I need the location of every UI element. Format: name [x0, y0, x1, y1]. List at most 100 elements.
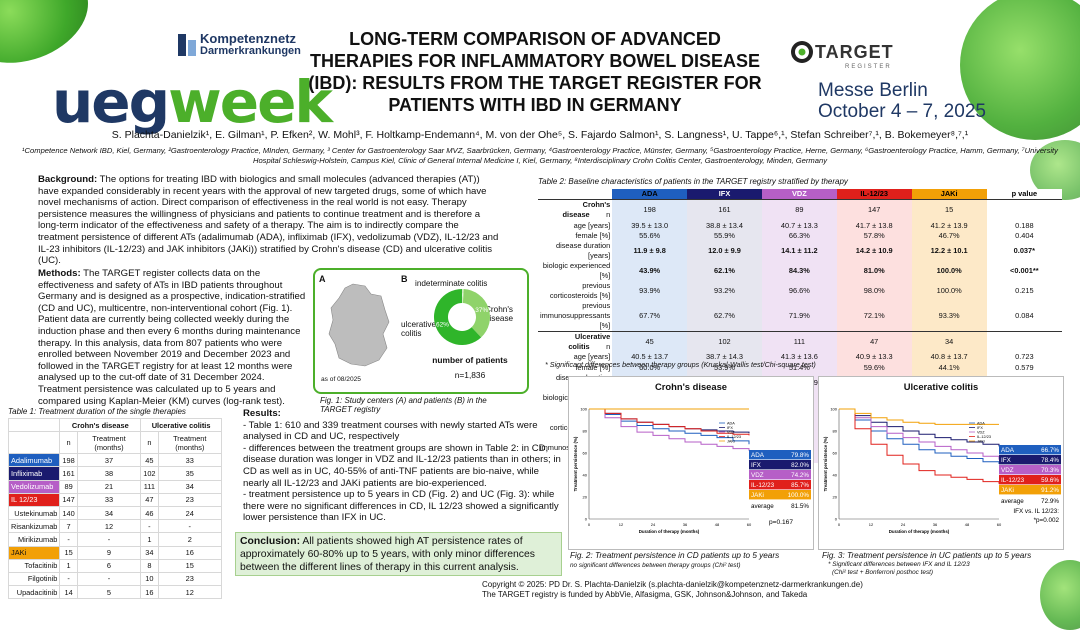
table-cell: 23: [157, 492, 223, 507]
average-label: average: [751, 503, 774, 510]
series-line-vdz: [589, 408, 750, 451]
pie-slice-label: 1%: [458, 293, 468, 300]
table-cell: 37: [76, 453, 142, 468]
background-section: Background: The options for treating IBD…: [38, 174, 499, 267]
pie-slice: [434, 289, 482, 345]
legend-row-name: IFX: [1001, 457, 1012, 464]
table-row: Crohn's disease n 198 161 89 147 15: [538, 199, 1062, 221]
x-tick-label: 12: [869, 522, 874, 527]
table-row: previous corticosteroids [%] 93.9% 93.2% 96…: [538, 281, 1062, 302]
legend-row-value: 70.3%: [1041, 467, 1059, 474]
x-tick-label: 0: [838, 522, 841, 527]
table-cell: [986, 199, 1062, 221]
x-tick-label: 48: [715, 522, 720, 527]
pie-label-indeterminate: indeterminate colitis: [415, 279, 488, 288]
table-cell: -: [157, 519, 223, 534]
table-row: Ulcerative colitis n 45 102 111 47 34: [538, 331, 1062, 353]
legend-label: IL-12/23: [977, 435, 991, 439]
table-row: age [years] 40.5 ± 13.7 38.7 ± 14.3 41.3 ± …: [538, 352, 1062, 363]
table-cell: 47: [836, 331, 912, 353]
x-tick-label: 24: [651, 522, 656, 527]
copyright: Copyright © 2025: PD Dr. S. Plachta-Dani…: [482, 580, 863, 589]
table-cell: 0.579: [986, 362, 1062, 373]
row-label: female [%]: [575, 230, 611, 240]
table-cell: 12: [157, 585, 223, 600]
table-cell: 43.9%: [612, 261, 688, 282]
table-cell: 55.6%: [612, 230, 688, 242]
table-row: biologic experienced [%] 43.9% 62.1% 84.3% 8…: [538, 261, 1062, 282]
table-row: female [%] 55.6% 55.9% 66.3% 57.8% 46.7% 0.404: [538, 230, 1062, 242]
table-2-corner: [538, 189, 612, 200]
y-tick-label: 0: [585, 517, 588, 522]
table-cell: 45: [612, 331, 688, 353]
p-value: p=0.167: [769, 519, 793, 526]
table-cell: 0.037*: [986, 241, 1062, 262]
table-cell: 0.723: [986, 352, 1062, 363]
figure-3-caption: Fig. 3: Treatment persistence in UC pati…: [822, 551, 1032, 560]
table-cell: 1: [140, 532, 159, 547]
pie-slice-label: 62%: [436, 322, 449, 329]
map-as-of: as of 08/2025: [321, 376, 361, 383]
legend-label: VDZ: [977, 431, 985, 435]
x-axis-label: Duration of therapy (months): [639, 529, 700, 534]
table-row: female [%] 60.0% 53.9% 51.4% 59.6% 44.1% 0.579: [538, 362, 1062, 373]
table-cell: -: [59, 571, 78, 587]
table-cell: 102: [140, 466, 159, 481]
legend-row-value: 66.7%: [1041, 447, 1059, 454]
table-cell: 147: [836, 199, 912, 221]
row-label: age [years]: [573, 352, 611, 362]
table-cell: 59.6%: [836, 362, 912, 373]
x-tick-label: 0: [588, 522, 591, 527]
legend-label: ADA: [727, 422, 735, 426]
pie-n-title: number of patients: [432, 355, 508, 365]
figure-2-note: no significant differences between thera…: [570, 562, 741, 569]
fig1-label-b: B: [401, 274, 408, 284]
x-tick-label: 24: [901, 522, 906, 527]
table-cell: 60.0%: [612, 362, 688, 373]
pie-slice: [462, 289, 464, 304]
y-tick-label: 20: [833, 495, 838, 500]
table-2-col-header: IFX: [687, 189, 762, 200]
table-cell: 93.2%: [687, 281, 762, 302]
therapy-name: Ustekinumab: [7, 505, 61, 521]
series-line-il1223: [589, 408, 750, 436]
table-cell: 57.8%: [836, 230, 912, 242]
table-cell: 47: [140, 492, 159, 507]
table-cell: 161: [687, 199, 762, 221]
table-cell: 72.1%: [836, 301, 912, 332]
table-cell: 44.1%: [911, 362, 987, 373]
table-2-col-header: JAKi: [911, 189, 987, 200]
table-cell: 111: [140, 479, 159, 494]
table-row: IL 12/23 147 33 47 23: [7, 492, 223, 507]
table-cell: 11.9 ± 9.8: [612, 241, 688, 262]
table-cell: 15: [157, 558, 223, 573]
p-value: *p=0.002: [1034, 517, 1060, 524]
table-cell: 84.3%: [761, 261, 837, 282]
legend-row-value: 82.0%: [791, 462, 809, 469]
table-cell: 8: [140, 558, 159, 573]
table-cell: 15: [59, 545, 78, 560]
table-cell: 33: [157, 453, 223, 468]
legend-row-bg: [749, 470, 811, 480]
table-cell: 7: [59, 519, 78, 534]
footer: Copyright © 2025: PD Dr. S. Plachta-Dani…: [482, 580, 902, 600]
series-line-jaki: [839, 408, 999, 425]
table-cell: 35: [157, 466, 223, 481]
table-cell: 66.3%: [761, 230, 837, 242]
table-cell: 34: [157, 479, 223, 494]
table-cell: 16: [157, 545, 223, 560]
table-cell: 0.084: [986, 301, 1062, 332]
table-cell: 21: [76, 479, 142, 494]
series-line-il1223: [839, 408, 1000, 484]
n-label: n: [606, 210, 611, 220]
legend-label: JAKi: [727, 440, 735, 444]
kompetenznetz-logo: Kompetenznetz Darmerkrankungen: [200, 31, 301, 57]
legend-row-bg: [749, 480, 811, 490]
table-cell: 39.5 ± 13.0: [612, 220, 688, 231]
results-section: Results: - Table 1: 610 and 339 treatmen…: [243, 408, 563, 524]
therapy-name: Upadacitinib: [7, 585, 61, 600]
table-1-subheader: n: [140, 431, 159, 455]
results-line: - differences between the treatment grou…: [243, 442, 561, 489]
pie-label-uc: ulcerative colitis: [401, 320, 437, 338]
therapy-name: Infliximab: [7, 466, 61, 481]
